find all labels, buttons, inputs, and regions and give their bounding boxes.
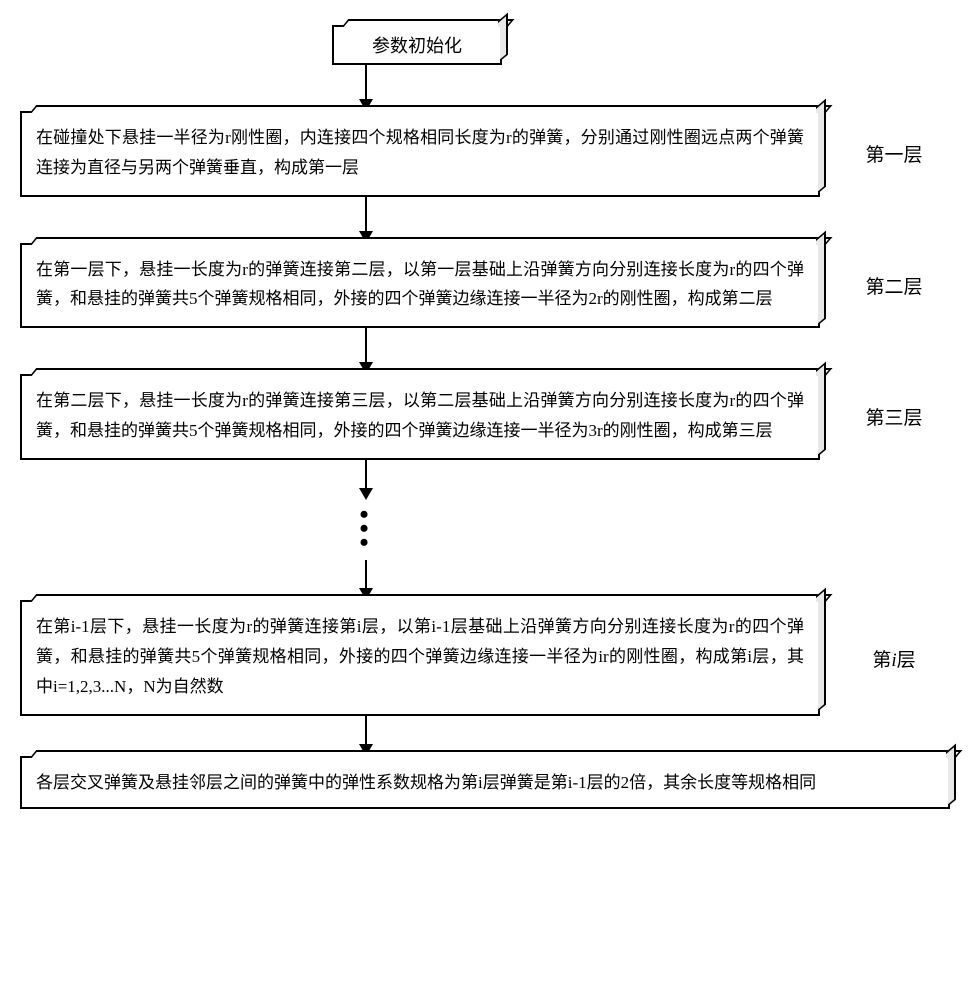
final-box: 各层交叉弹簧及悬挂邻层之间的弹簧中的弹性系数规格为第i层弹簧是第i-1层的2倍，… (20, 756, 950, 810)
step-box-i: 在第i-1层下，悬挂一长度为r的弹簧连接第i层，以第i-1层基础上沿弹簧方向分别… (20, 600, 820, 715)
step-row-1: 在碰撞处下悬挂一半径为r刚性圈，内连接四个规格相同长度为r的弹簧，分别通过刚性圈… (20, 111, 950, 197)
step-text-i: 在第i-1层下，悬挂一长度为r的弹簧连接第i层，以第i-1层基础上沿弹簧方向分别… (22, 602, 818, 713)
step-row-i: 在第i-1层下，悬挂一长度为r的弹簧连接第i层，以第i-1层基础上沿弹簧方向分别… (20, 600, 950, 715)
final-row: 各层交叉弹簧及悬挂邻层之间的弹簧中的弹性系数规格为第i层弹簧是第i-1层的2倍，… (20, 756, 950, 810)
step-box-2: 在第一层下，悬挂一长度为r的弹簧连接第二层，以第一层基础上沿弹簧方向分别连接长度… (20, 243, 820, 329)
step-text-2: 在第一层下，悬挂一长度为r的弹簧连接第二层，以第一层基础上沿弹簧方向分别连接长度… (22, 245, 818, 327)
step-side-i: 第i层 (820, 645, 950, 672)
step-side-3: 第三层 (820, 403, 950, 430)
final-text: 各层交叉弹簧及悬挂邻层之间的弹簧中的弹性系数规格为第i层弹簧是第i-1层的2倍，… (22, 758, 948, 808)
step-box-1: 在碰撞处下悬挂一半径为r刚性圈，内连接四个规格相同长度为r的弹簧，分别通过刚性圈… (20, 111, 820, 197)
step-text-1: 在碰撞处下悬挂一半径为r刚性圈，内连接四个规格相同长度为r的弹簧，分别通过刚性圈… (22, 113, 818, 195)
ellipsis-dots: ••• (0, 500, 765, 561)
init-label: 参数初始化 (334, 27, 500, 63)
step-row-2: 在第一层下，悬挂一长度为r的弹簧连接第二层，以第一层基础上沿弹簧方向分别连接长度… (20, 243, 950, 329)
step-side-1: 第一层 (820, 140, 950, 167)
init-box: 参数初始化 (332, 25, 502, 65)
step-text-3: 在第二层下，悬挂一长度为r的弹簧连接第三层，以第二层基础上沿弹簧方向分别连接长度… (22, 376, 818, 458)
step-box-3: 在第二层下，悬挂一长度为r的弹簧连接第三层，以第二层基础上沿弹簧方向分别连接长度… (20, 374, 820, 460)
step-side-2: 第二层 (820, 272, 950, 299)
step-row-3: 在第二层下，悬挂一长度为r的弹簧连接第三层，以第二层基础上沿弹簧方向分别连接长度… (20, 374, 950, 460)
